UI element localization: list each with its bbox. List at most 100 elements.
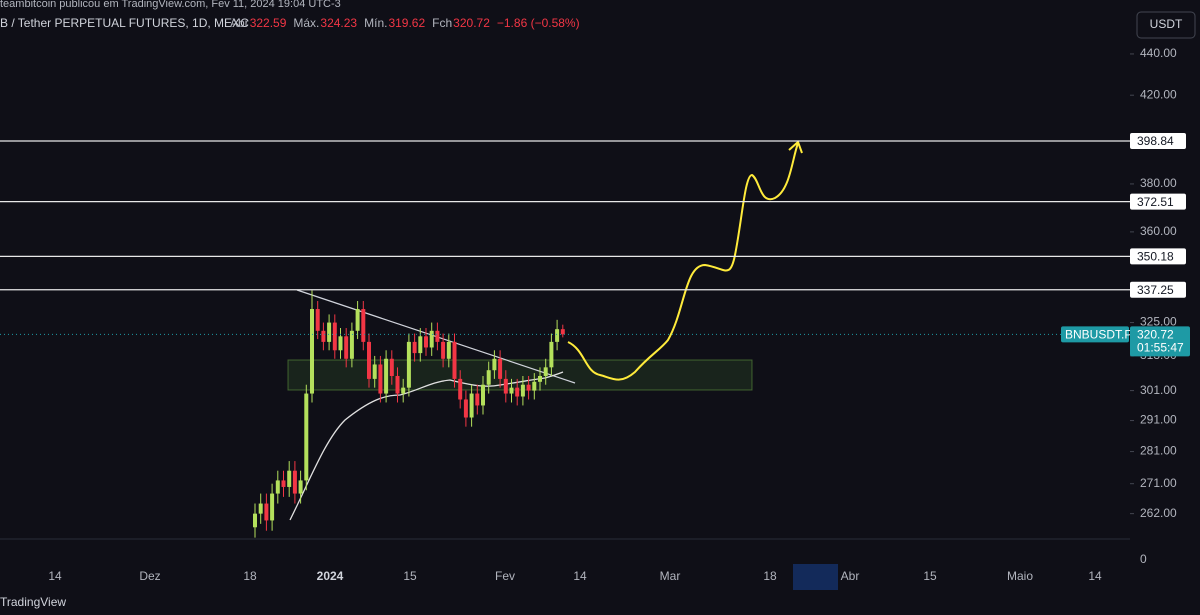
currency-button[interactable] (1136, 11, 1196, 39)
candle-body (492, 358, 497, 371)
x-tick-label: 15 (923, 569, 937, 583)
last-price: 320.72 (1137, 327, 1174, 341)
price-label: 398.84 (1137, 134, 1174, 148)
candle-body (526, 384, 531, 391)
candle-body (520, 384, 525, 397)
price-label-bg (1130, 193, 1186, 210)
last-price-bg (1130, 326, 1190, 357)
publisher: teambitcoin publicou em TradingView.com,… (0, 0, 341, 10)
ohlc-value: 322.59 (250, 16, 287, 30)
candle-body (281, 480, 286, 487)
x-tick-label: 14 (48, 569, 62, 583)
candle-body (304, 393, 309, 481)
candle-body (458, 378, 463, 400)
candle-body (253, 513, 257, 528)
candle-body (321, 330, 326, 342)
time-highlight (793, 564, 838, 590)
candle-body (543, 367, 548, 376)
candle-body (395, 375, 400, 394)
candle-body (549, 341, 554, 368)
x-tick-label: Dez (139, 569, 160, 583)
price-label-bg (1130, 248, 1186, 265)
candle-body (367, 341, 371, 379)
y-tick-label: 420.00 (1140, 87, 1177, 101)
y-tick-label: 291.00 (1140, 413, 1177, 427)
candle-body (298, 480, 303, 494)
x-tick-label: Maio (1007, 569, 1033, 583)
candle-body (429, 330, 434, 348)
candle-body (275, 480, 280, 494)
candle-body (327, 322, 332, 342)
candle-body (503, 378, 508, 394)
projection-arrow (567, 142, 799, 381)
ohlc-value: 320.72 (453, 16, 490, 30)
y-tick-label: 440.00 (1140, 46, 1177, 60)
volume-tick-label: 0 (1140, 552, 1147, 566)
y-tick-label: 380.00 (1140, 176, 1177, 190)
candle-body (344, 336, 349, 359)
ohlc-value: 324.23 (320, 16, 357, 30)
candle-body (418, 336, 423, 354)
candle-body (378, 364, 383, 394)
x-tick-label: 15 (403, 569, 417, 583)
candle-body (338, 336, 343, 351)
y-tick-label: 271.00 (1140, 476, 1177, 490)
arrow-head (788, 140, 803, 154)
candle-body (486, 370, 491, 385)
y-tick-label: 262.00 (1140, 506, 1177, 520)
candle-body (532, 381, 537, 391)
candle-body (555, 329, 560, 342)
candle-body (361, 309, 366, 342)
candle-body (515, 387, 520, 397)
ohlc-label: Abr (230, 16, 249, 30)
candle-body (463, 399, 468, 418)
footer: TradingView (0, 595, 66, 609)
candle-body (264, 503, 269, 521)
ticker: BNBUSDT.P (1065, 327, 1132, 341)
candle-body (270, 493, 275, 521)
candles (253, 290, 565, 538)
price-label-bg (1130, 281, 1186, 298)
candle-body (498, 358, 503, 379)
y-tick-label: 281.00 (1140, 444, 1177, 458)
y-tick-label: 325.00 (1140, 315, 1177, 329)
price-label: 337.25 (1137, 283, 1174, 297)
x-tick-label: 2024 (317, 569, 344, 583)
candle-body (258, 503, 263, 514)
x-tick-label: Abr (841, 569, 860, 583)
candle-body (310, 309, 314, 394)
candle-body (452, 341, 457, 379)
countdown: 01:55:47 (1137, 340, 1184, 354)
moving-average (289, 371, 564, 521)
x-tick-label: 14 (573, 569, 587, 583)
candle-body (401, 387, 406, 394)
candle-body (292, 470, 297, 494)
y-tick-label: 301.00 (1140, 383, 1177, 397)
candle-body (349, 330, 354, 359)
candle-body (538, 375, 542, 382)
change: −1.86 (−0.58%) (497, 16, 580, 30)
y-tick-label: 360.00 (1140, 224, 1177, 238)
candle-body (315, 309, 320, 331)
candle-body (406, 341, 411, 388)
legend: B / Tether PERPETUAL FUTURES, 1D, MEXC A… (0, 16, 580, 30)
price-label: 372.51 (1137, 195, 1174, 209)
ticker-bg (1061, 326, 1129, 343)
candle-body (332, 322, 337, 351)
candle-body (509, 387, 514, 394)
candle-body (389, 358, 394, 376)
x-tick-label: 18 (243, 569, 257, 583)
currency[interactable]: USDT (1150, 17, 1183, 31)
x-tick-label: 18 (763, 569, 777, 583)
x-tick-label: 14 (1088, 569, 1102, 583)
candle-body (435, 330, 440, 342)
ohlc-label: Máx. (293, 16, 319, 30)
candle-body (355, 309, 360, 331)
ohlc-label: Fch (432, 16, 452, 30)
ohlc-value: 319.62 (388, 16, 425, 30)
candle-body (560, 329, 565, 335)
x-tick-label: Mar (660, 569, 681, 583)
zone-box (287, 359, 753, 391)
